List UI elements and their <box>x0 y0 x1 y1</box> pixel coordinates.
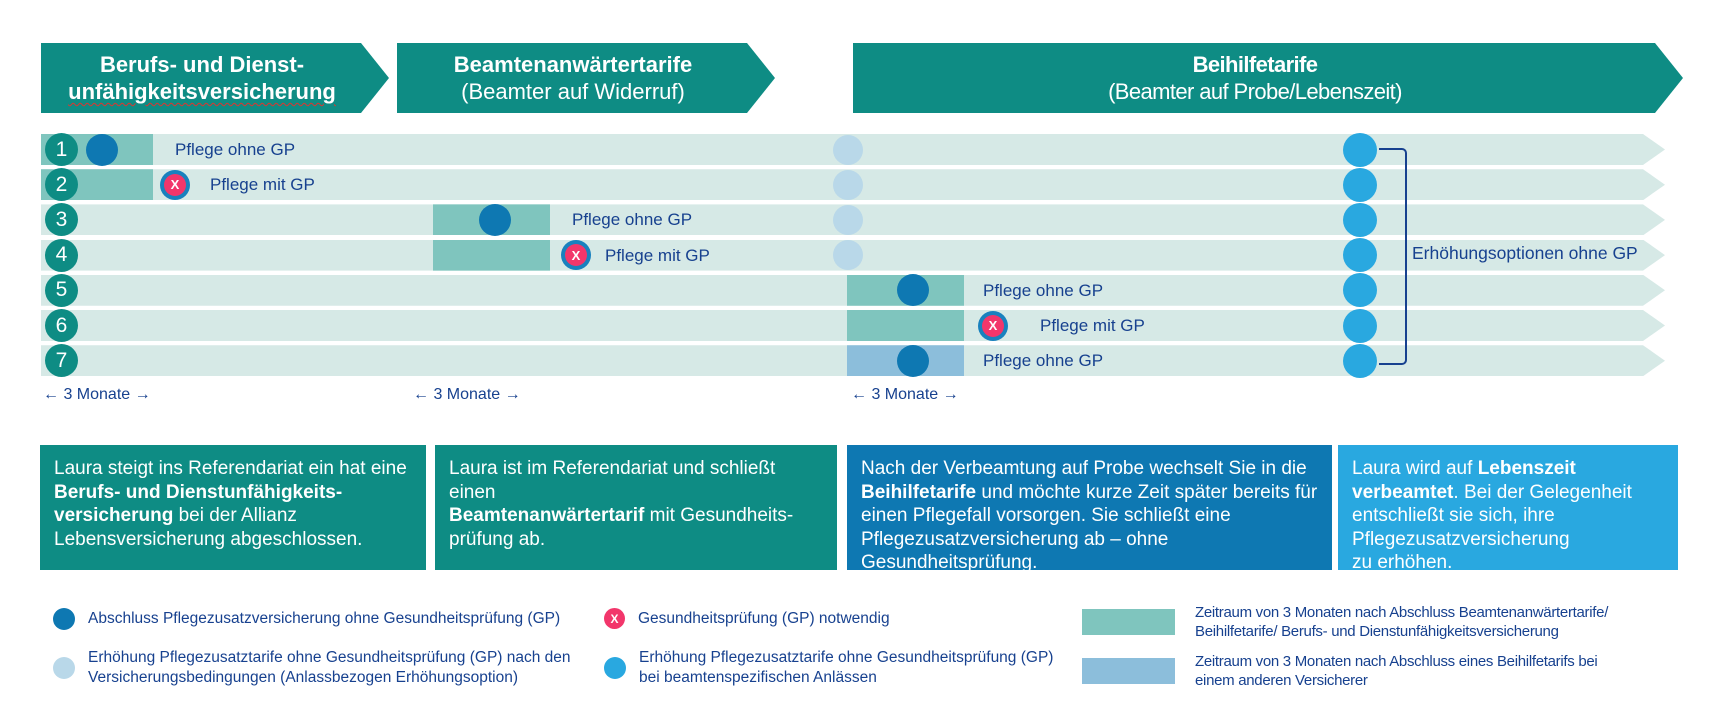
three-months-label: ← 3 Monate → <box>413 386 521 403</box>
legend-label: Erhöhung Pflegezusatztarife ohne Gesundh… <box>639 649 1054 686</box>
three-month-segment <box>847 310 964 341</box>
story-text-run: einen Pflegefall vorsorgen. Sie schließt… <box>861 505 1231 526</box>
story-text-run: Gesundheitsprüfung. <box>861 552 1038 573</box>
phase-title: Beihilfetarife <box>1192 52 1318 77</box>
story-box-lebenszeit: Laura wird auf Lebenszeit verbeamtet. Bei… <box>1338 445 1678 573</box>
erhoehung-beamtenspezifisch-dot <box>1343 238 1377 273</box>
legend-item: Erhöhung Pflegezusatztarife ohne Gesundh… <box>53 648 571 687</box>
row-label: Pflege mit GP <box>605 245 710 265</box>
erhoehung-beamtenspezifisch-dot <box>1343 308 1377 343</box>
story-text-run: entschließt sie sich, ihre <box>1352 505 1555 526</box>
erhoehungsoptionen-bracket <box>1379 148 1407 365</box>
phase-title: Berufs- und Dienst- <box>99 52 305 77</box>
row-number-badge: 7 <box>45 344 78 378</box>
phase-arrow-beamtenanwaertertarife: Beamtenanwärtertarife (Beamter auf Wider… <box>397 43 775 113</box>
row-number-badge: 5 <box>45 273 78 307</box>
legend-label: Erhöhung Pflegezusatztarife ohne Gesundh… <box>88 649 571 686</box>
gesundheitspruefung-x-badge: X <box>978 310 1008 341</box>
legend-item: Erhöhung Pflegezusatztarife ohne Gesundh… <box>604 648 1053 687</box>
legend-item: Zeitraum von 3 Monaten nach Abschluss Be… <box>1082 603 1608 641</box>
story-box-verbeamtung-probe: Nach der Verbeamtung auf Probe wechselt … <box>847 445 1332 573</box>
timeline-row-band: Pflege ohne GP <box>41 345 1665 376</box>
legend-item: Abschluss Pflegezusatzversicherung ohne … <box>53 608 560 630</box>
story-text-run: Nach der Verbeamtung auf Probe wechselt … <box>861 458 1307 479</box>
erhoehung-beamtenspezifisch-dot <box>1343 132 1377 167</box>
gesundheitspruefung-x-icon: X <box>604 608 625 629</box>
three-month-segment <box>433 240 550 271</box>
story-box-referendariat-start: Laura steigt ins Referendariat ein hat e… <box>40 445 426 570</box>
erhoehung-anlassbezogen-dot <box>53 656 75 679</box>
erhoehung-beamtenspezifisch-dot <box>1343 273 1377 308</box>
phase-title: Beamtenanwärtertarife <box>453 52 693 77</box>
row-number-badge: 4 <box>45 238 78 272</box>
phase-arrow-berufsunfaehigkeitsversicherung: Berufs- und Dienst- unfähigkeitsversiche… <box>41 43 389 113</box>
abschluss-ohne-gp-dot <box>897 274 929 307</box>
x-icon: X <box>982 314 1004 337</box>
story-text-run: versicherung <box>54 505 174 526</box>
row-number-badge: 3 <box>45 203 78 237</box>
legend-label: Abschluss Pflegezusatzversicherung ohne … <box>88 610 561 628</box>
erhoehung-anlassbezogen-dot <box>833 204 863 235</box>
story-text-run: Berufs- und Dienstunfähigkeits- <box>54 481 343 503</box>
abschluss-ohne-gp-dot <box>479 203 511 236</box>
story-text-run: Laura ist im Referendariat und schließt … <box>449 458 776 503</box>
story-box-beamtenanwaertertarif: Laura ist im Referendariat und schließt … <box>435 445 837 570</box>
timeline-row-band: Pflege mit GP <box>41 310 1665 341</box>
abschluss-ohne-gp-dot <box>86 133 118 166</box>
story-text-run: bei der Allianz <box>173 505 297 526</box>
story-text-run: und möchte kurze Zeit später bereits für <box>976 481 1318 503</box>
three-months-label: ← 3 Monate → <box>851 386 959 403</box>
phase-title-line2: unfähigkeitsversicherung <box>68 79 336 104</box>
erhoehung-anlassbezogen-dot <box>833 169 863 200</box>
row-label: Pflege ohne GP <box>572 210 693 230</box>
legend-label: Zeitraum von 3 Monaten nach Abschluss ei… <box>1195 653 1598 689</box>
abschluss-ohne-gp-dot <box>53 608 75 630</box>
row-number-badge: 6 <box>45 309 78 342</box>
erhoehung-anlassbezogen-dot <box>833 134 863 165</box>
legend-item: X Gesundheitsprüfung (GP) notwendig <box>604 608 890 629</box>
story-text-run: Pflegezusatzversicherung <box>1352 528 1570 550</box>
row-label: Pflege ohne GP <box>983 280 1104 300</box>
story-text-run: Laura steigt ins Referendariat ein hat e… <box>54 458 407 479</box>
row-label: Pflege ohne GP <box>175 140 296 159</box>
x-icon: X <box>164 173 186 196</box>
erhoehung-beamtenspezifisch-dot <box>604 656 626 679</box>
erhoehung-beamtenspezifisch-dot <box>1343 343 1377 378</box>
row-number-badge: 2 <box>45 168 78 202</box>
phase-subtitle: (Beamter auf Probe/Lebenszeit) <box>1108 79 1402 104</box>
phase-subtitle: (Beamter auf Widerruf) <box>461 79 685 104</box>
erhoehung-beamtenspezifisch-dot <box>1343 167 1377 202</box>
story-text-run: Beamtenanwärtertarif <box>449 505 645 526</box>
gesundheitspruefung-x-badge: X <box>561 240 591 271</box>
story-text-run: Pflegezusatzversicherung ab – ohne <box>861 528 1169 550</box>
row-label: Pflege mit GP <box>1040 316 1145 335</box>
story-text-run: zu erhöhen. <box>1352 552 1453 573</box>
story-text-run: Laura wird auf <box>1352 458 1478 479</box>
story-text-run: Lebensversicherung abgeschlossen. <box>54 528 363 550</box>
phase-arrow-beihilfetarife: Beihilfetarife (Beamter auf Probe/Lebens… <box>853 43 1683 113</box>
three-month-teal-swatch <box>1082 609 1175 635</box>
legend-label: Zeitraum von 3 Monaten nach Abschluss Be… <box>1195 604 1609 640</box>
three-month-blue-swatch <box>1082 658 1175 684</box>
row-number-badge: 1 <box>45 133 78 166</box>
erhoehung-anlassbezogen-dot <box>833 240 863 271</box>
gesundheitspruefung-x-badge: X <box>160 169 190 200</box>
erhoehung-beamtenspezifisch-dot <box>1343 202 1377 237</box>
legend-item: Zeitraum von 3 Monaten nach Abschluss ei… <box>1082 652 1598 690</box>
timeline-row-band: Pflege ohne GP <box>41 275 1665 306</box>
bracket-label: Erhöhungsoptionen ohne GP <box>1412 243 1638 263</box>
three-months-label: ← 3 Monate → <box>43 386 151 403</box>
legend-label: Gesundheitsprüfung (GP) notwendig <box>638 609 890 627</box>
story-text-run: Beihilfetarife <box>861 481 977 503</box>
story-text-run: Lebenszeit <box>1477 458 1576 479</box>
row-label: Pflege ohne GP <box>983 351 1104 371</box>
row-label: Pflege mit GP <box>210 175 315 195</box>
story-text-run: prüfung ab. <box>449 528 546 550</box>
story-text-run: mit Gesundheits- <box>644 505 794 526</box>
x-icon: X <box>565 244 587 267</box>
story-text-run: . Bei der Gelegenheit <box>1453 481 1632 503</box>
story-text-run: verbeamtet <box>1352 481 1454 503</box>
abschluss-ohne-gp-dot <box>897 344 929 377</box>
